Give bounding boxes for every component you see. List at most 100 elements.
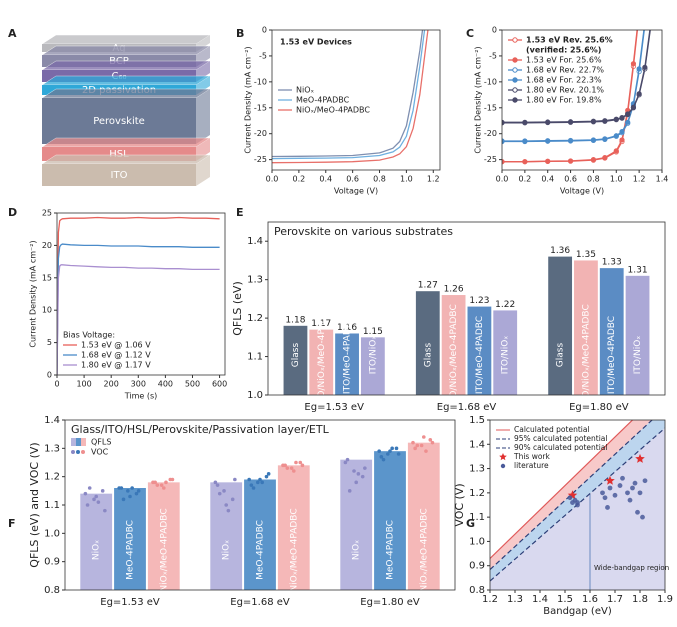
x-tick-label: 1.0 [400,175,413,184]
point [630,104,637,110]
voc-point [356,472,361,476]
bar [340,459,373,590]
bar-label: ITO/NiOₓ/MeO-4PADBC [581,304,591,405]
point [612,492,618,498]
point [630,61,637,67]
plot-area [57,216,220,375]
point [545,138,551,144]
y-tick-label: -25 [484,155,497,164]
y-tick-label: 0 [47,371,52,380]
legend-marker [71,450,75,454]
voc-point [294,460,298,465]
legend-label: QFLS [91,438,111,447]
y-tick-label: 0.8 [469,585,485,596]
point [522,119,528,125]
voc-point [134,491,139,496]
legend-marker [512,57,518,63]
bar [335,333,359,395]
bar-label: ITO/MeO-4PADBC [343,316,353,394]
plot-frame [267,221,666,396]
legend-marker [512,97,518,103]
voc-point [258,477,262,482]
bar-label: ITO/NiOₓ [501,336,511,375]
annotation: Wide-bandgap region [594,564,669,572]
voc-point [396,452,401,456]
point [632,480,638,486]
voc-point [162,486,166,490]
point [602,495,608,501]
point [567,158,574,164]
bar [210,482,243,590]
layer-top [41,137,211,148]
voc-point [377,449,381,453]
bar-label: ITO/NiOₓ [368,336,378,375]
point [640,514,645,520]
legend-label: MeO-4PADBC [296,96,350,105]
bar [244,479,276,590]
x-tick-label: 500 [185,380,200,389]
x-tick-label: 0.4 [319,175,332,184]
panel-label: C [466,27,474,40]
x-tick-label: 300 [131,380,146,389]
legend-marker [499,453,507,461]
voc-point [345,457,350,462]
legend-marker [512,37,518,43]
star-point [635,453,645,463]
point [522,159,528,165]
panel: D 0 5 10 15 20 25 0 100 200 300 400 500 600 Time (s) Cu… [8,206,227,401]
legend-label: literature [514,461,549,470]
y-tick-label: -5 [259,51,267,60]
y-tick-label: 1.4 [247,236,263,247]
bar [283,325,308,395]
legend-marker [81,450,85,454]
layer-top [41,154,211,165]
voc-point [352,469,356,473]
voc-point [354,480,359,485]
x-tick-label: 1.6 [582,594,598,605]
voc-point [360,474,365,479]
voc-point [283,463,287,468]
value-label: 1.31 [628,265,648,275]
point [625,119,631,125]
series-line [272,30,429,164]
y-tick-label: 1.1 [247,352,263,363]
y-tick-label: 1.3 [247,275,263,286]
y-tick-label: 1.2 [247,313,263,324]
x-tick-label: 400 [158,380,173,389]
x-tick-label: 1.7 [607,594,623,605]
bar-label: NiOₓ [222,540,232,560]
point [613,116,619,122]
point [590,118,597,124]
panel: B -25 -20 -15 -10 -5 0 0.0 0.2 0.4 0.6 0.8 1.0 1.2 Vol… [236,26,441,196]
bar [309,329,334,395]
plot-area [502,30,651,165]
x-tick-label: 1.5 [557,594,573,605]
x-axis-label: Time (s) [124,392,158,401]
voc-point [413,446,417,451]
layer-top [41,34,211,45]
point [636,91,642,97]
annotation: (verified: 25.6%) [526,46,601,55]
legend-label: Calculated potential [514,425,590,434]
layer-side [196,89,210,144]
bar [277,465,310,590]
layer-front [42,164,196,186]
x-tick-label: 1.0 [610,175,623,184]
bar-label: ITO/MeO-4PADBC [475,316,485,394]
point [625,111,631,117]
bar [467,306,492,395]
bar-label: MeO-4PADBC [126,520,136,580]
legend-swatch [76,438,81,446]
voc-point [422,435,426,439]
legend-label: 1.80 eV For. 19.8% [526,96,602,105]
y-tick-label: 1.1 [44,500,60,511]
y-tick-label: 5 [47,338,52,347]
voc-point [128,494,132,499]
plot-frame [271,29,441,171]
layer-label: ITO [111,170,128,181]
point [502,119,505,125]
x-category-label: Eg=1.80 eV [360,597,420,608]
panel-label: A [8,27,17,40]
point [619,129,625,135]
